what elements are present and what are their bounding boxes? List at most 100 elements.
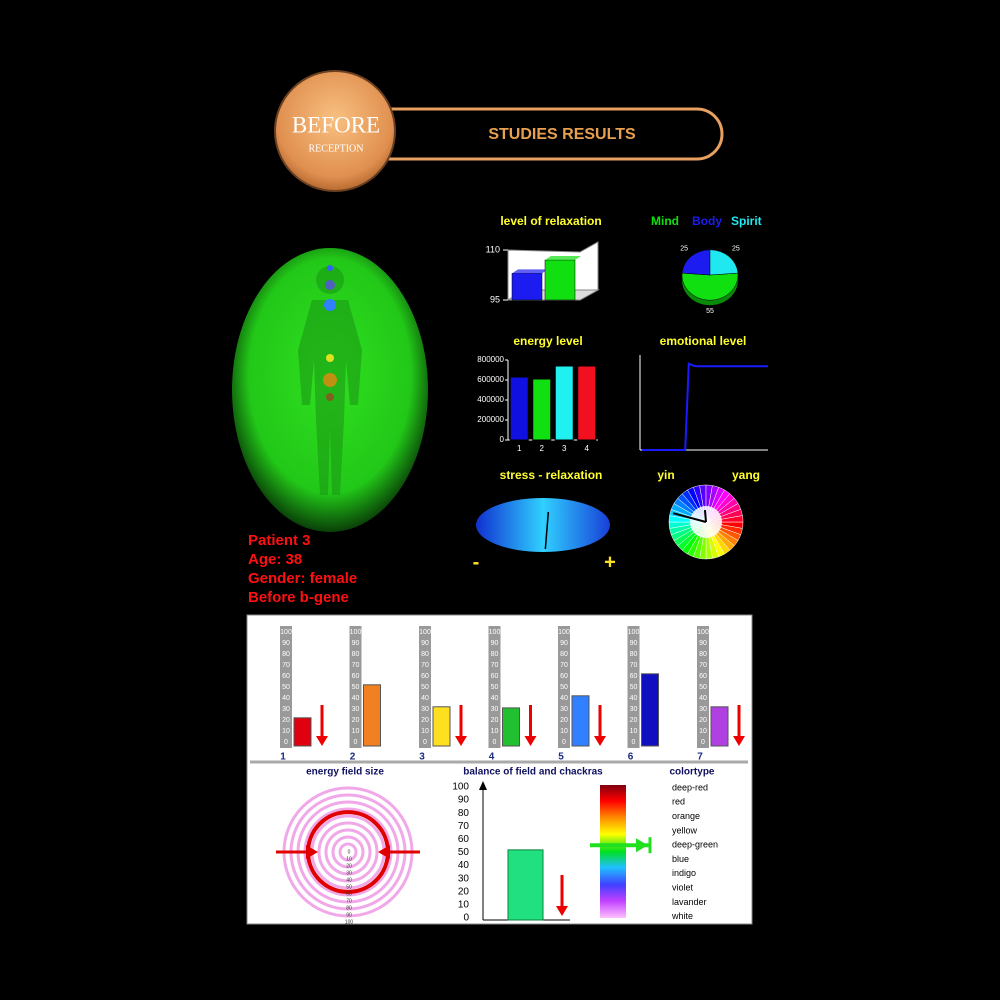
y-tick-label: 20 (421, 717, 429, 724)
y-tick-label: 10 (699, 728, 707, 735)
y-tick-label: 0 (463, 913, 469, 924)
y-tick-label: 60 (560, 673, 568, 680)
x-tick-label: 3 (562, 444, 567, 453)
x-tick-label: 4 (585, 444, 590, 453)
arrow-head (524, 736, 537, 746)
bar (507, 849, 544, 921)
arrow-head (594, 736, 606, 746)
y-tick-label: 0 (562, 739, 566, 746)
y-tick-label: 50 (630, 684, 638, 691)
y-tick-label: 80 (699, 651, 707, 658)
x-tick-label: 4 (489, 752, 495, 763)
patient-info: Patient 3 (248, 532, 311, 549)
data-label: 25 (680, 245, 688, 252)
patient-info: Gender: female (248, 570, 357, 587)
scale-column (697, 626, 709, 748)
y-tick-label: 30 (699, 706, 707, 713)
arrow-head (306, 845, 318, 859)
tick-label: yang (732, 468, 760, 482)
y-tick-label: 90 (346, 912, 352, 918)
scale-column (419, 626, 431, 748)
y-tick-label: 80 (491, 651, 499, 658)
tick-label: - (473, 551, 480, 573)
y-tick-label: 60 (458, 834, 470, 845)
y-tick-label: 40 (282, 695, 290, 702)
y-tick-label: 70 (630, 662, 638, 669)
colortype-label: violet (672, 882, 694, 892)
x-tick-label: 1 (280, 752, 286, 763)
y-tick-label: 70 (346, 898, 352, 904)
y-tick-label: 70 (699, 662, 707, 669)
colortype-label: orange (672, 811, 700, 821)
y-tick-label: 90 (630, 640, 638, 647)
arrow-head (378, 845, 390, 859)
field-ring (331, 835, 365, 869)
bar-top (545, 256, 581, 260)
arrow-head (316, 736, 328, 746)
colortype-label: deep-red (672, 782, 708, 792)
y-tick-label: 30 (560, 706, 568, 713)
bar (710, 706, 729, 747)
bar (293, 717, 312, 747)
y-tick-label: 95 (490, 294, 500, 304)
y-tick-label: 70 (560, 662, 568, 669)
y-tick-label: 40 (699, 695, 707, 702)
chakra-points (323, 265, 337, 401)
scale-column (349, 626, 362, 748)
y-tick-label: 50 (352, 684, 360, 691)
patient-info: Age: 38 (248, 551, 302, 568)
y-tick-label: 30 (491, 706, 499, 713)
y-tick-label: 50 (421, 684, 429, 691)
needle (544, 511, 550, 550)
y-tick-label: 10 (346, 856, 352, 862)
y-tick-label: 60 (491, 673, 499, 680)
y-tick-label: 70 (282, 662, 290, 669)
colortype-label: yellow (672, 825, 698, 835)
bar (577, 365, 597, 441)
y-tick-label: 100 (345, 919, 354, 925)
bar (532, 378, 552, 441)
y-tick-label: 80 (352, 651, 360, 658)
y-tick-label: 110 (486, 244, 500, 254)
pie-slice (681, 249, 711, 276)
chart-title: stress - relaxation (500, 468, 603, 482)
y-tick-label: 90 (699, 640, 707, 647)
y-tick-label: 50 (560, 684, 568, 691)
y-tick-label: 0 (284, 739, 288, 746)
y-tick-label: 10 (352, 728, 360, 735)
y-tick-label: 90 (352, 640, 360, 647)
marker-head (636, 838, 648, 853)
y-tick-label: 70 (458, 821, 470, 832)
x-tick-label: 5 (558, 752, 564, 763)
scale-column (280, 626, 292, 748)
y-tick-label: 40 (491, 695, 499, 702)
legend-label: Body (692, 214, 722, 228)
y-tick-label: 100 (452, 782, 469, 793)
y-tick-label: 10 (491, 728, 499, 735)
chart-title: balance of field and chackras (463, 767, 603, 778)
y-tick-label: 100 (697, 629, 709, 636)
badge-title: BEFORE (292, 112, 380, 137)
badge-subtitle: RECEPTION (309, 143, 364, 154)
tick-label: yin (657, 468, 674, 482)
y-tick-label: 0 (354, 739, 358, 746)
y-tick-label: 0 (348, 849, 351, 855)
legend-label: Mind (651, 214, 679, 228)
field-ring (338, 842, 358, 862)
y-tick-label: 60 (630, 673, 638, 680)
bar (363, 684, 381, 747)
bar (432, 706, 451, 747)
y-tick-label: 60 (346, 891, 352, 897)
bar (511, 273, 543, 301)
y-tick-label: 100 (419, 629, 431, 636)
x-tick-label: 3 (419, 752, 425, 763)
scale-column (488, 626, 501, 748)
y-tick-label: 100 (280, 629, 292, 636)
y-tick-label: 20 (699, 717, 707, 724)
arrow-head (556, 906, 568, 916)
y-tick-label: 400000 (477, 395, 504, 404)
tick-label: + (604, 551, 616, 573)
y-tick-label: 20 (491, 717, 499, 724)
chart-title: emotional level (660, 334, 747, 348)
chart-title: level of relaxation (500, 214, 601, 228)
